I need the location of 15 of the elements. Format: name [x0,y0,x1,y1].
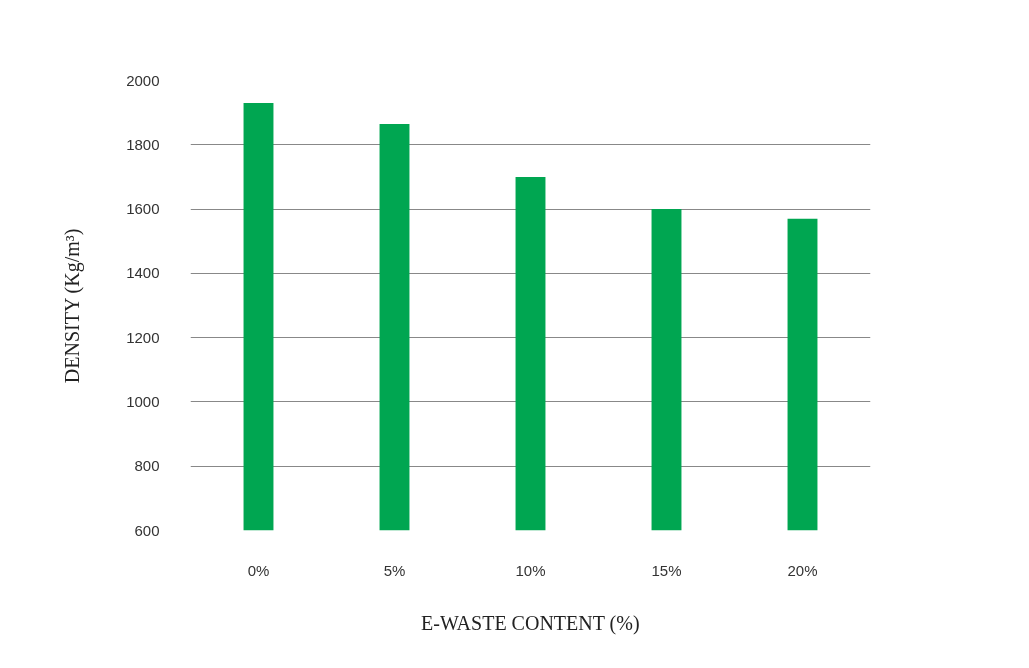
y-tick-label: 2000 [126,71,160,89]
x-tick-label: 10% [515,561,546,579]
x-tick-label: 5% [383,561,406,579]
y-tick-label: 1600 [126,200,160,218]
y-tick-label: 600 [134,521,160,539]
y-tick-label: 1200 [126,328,160,346]
y-tick-label: 1800 [126,135,160,153]
x-tick-label: 15% [651,561,682,579]
y-tick-label: 800 [134,457,160,475]
x-tick-label: 0% [247,561,270,579]
y-axis-title: DENSITY (Kg/m³) [61,228,85,384]
x-tick-label: 20% [787,561,818,579]
y-tick-label: 1000 [126,392,160,410]
y-tick-label: 1400 [126,264,160,282]
x-axis-title: E-WASTE CONTENT (%) [421,611,640,635]
